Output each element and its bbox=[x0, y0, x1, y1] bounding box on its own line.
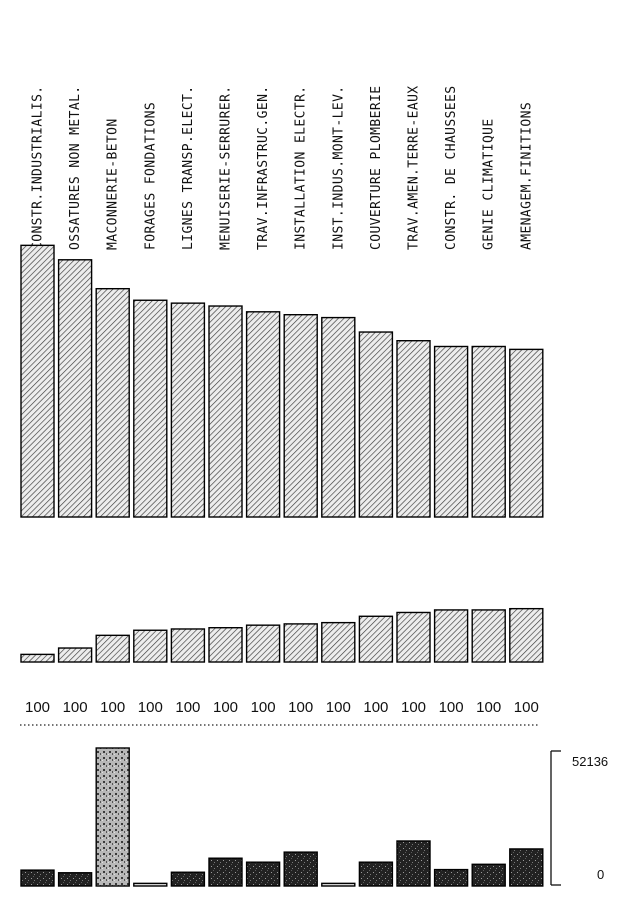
bar bbox=[321, 882, 356, 887]
total-value: 100 bbox=[251, 699, 276, 716]
category-label: MENUISERIE-SERRURER. bbox=[219, 85, 234, 250]
scale-bracket: 52136 0 bbox=[550, 750, 608, 886]
category-label: COUVERTURE PLOMBERIE bbox=[369, 85, 384, 250]
bar bbox=[433, 609, 469, 663]
bar bbox=[396, 840, 431, 887]
bar bbox=[20, 869, 55, 887]
bar bbox=[133, 629, 168, 663]
bar bbox=[245, 624, 281, 663]
bar bbox=[245, 861, 281, 887]
total-value: 100 bbox=[363, 699, 388, 716]
total-value: 100 bbox=[100, 699, 125, 716]
middle-panel-bars bbox=[20, 607, 544, 663]
total-value: 100 bbox=[138, 699, 163, 716]
bar bbox=[396, 340, 431, 518]
bar bbox=[170, 628, 206, 663]
bar bbox=[358, 615, 394, 663]
category-label: LIGNES TRANSP.ELECT. bbox=[181, 85, 196, 250]
total-value: 100 bbox=[213, 699, 238, 716]
bar bbox=[471, 863, 506, 887]
total-value: 100 bbox=[25, 699, 50, 716]
bar bbox=[245, 311, 281, 518]
bar bbox=[95, 287, 130, 518]
total-value: 100 bbox=[175, 699, 200, 716]
bar bbox=[358, 861, 394, 887]
category-label: MACONNERIE-BETON bbox=[106, 118, 121, 250]
bar bbox=[471, 609, 506, 663]
bar bbox=[321, 316, 356, 518]
bar bbox=[509, 848, 544, 887]
total-value: 100 bbox=[401, 699, 426, 716]
bar bbox=[283, 314, 318, 518]
bar bbox=[208, 627, 243, 663]
total-row: 100 100 100 100 100 100 100 100 100 100 100 100 100 1… bbox=[25, 699, 539, 716]
category-label: OSSATURES NON METAL. bbox=[68, 85, 83, 250]
bar bbox=[208, 305, 243, 518]
category-label: TRAV.AMEN.TERRE-EAUX bbox=[407, 85, 422, 250]
bar bbox=[283, 623, 318, 663]
bar bbox=[471, 345, 506, 518]
bar bbox=[57, 647, 93, 663]
category-label: FORAGES FONDATIONS bbox=[143, 102, 158, 250]
bar bbox=[509, 607, 544, 663]
total-value: 100 bbox=[288, 699, 313, 716]
bar bbox=[20, 244, 55, 518]
category-label: TRAV.INFRASTRUC.GEN. bbox=[256, 85, 271, 250]
category-label: INST.INDUS.MONT-LEV. bbox=[331, 85, 346, 250]
bottom-panel-bars bbox=[20, 747, 544, 887]
total-value: 100 bbox=[514, 699, 539, 716]
bar bbox=[95, 747, 130, 887]
bar bbox=[133, 299, 168, 518]
scale-max-label: 52136 bbox=[572, 754, 608, 769]
total-value: 100 bbox=[476, 699, 501, 716]
bar bbox=[509, 348, 544, 518]
category-labels: CONSTR.INDUSTRIALIS. OSSATURES NON METAL.… bbox=[31, 85, 535, 250]
category-label: GENIE CLIMATIQUE bbox=[482, 118, 497, 250]
bar bbox=[208, 857, 243, 887]
bar bbox=[433, 868, 469, 887]
category-label: CONSTR. DE CHAUSSEES bbox=[444, 85, 459, 250]
total-value: 100 bbox=[439, 699, 464, 716]
bar bbox=[433, 345, 469, 518]
bar bbox=[396, 611, 431, 663]
bar bbox=[57, 259, 93, 518]
top-panel-bars bbox=[20, 244, 544, 518]
category-label: CONSTR.INDUSTRIALIS. bbox=[31, 85, 46, 250]
bar bbox=[95, 634, 130, 663]
bar bbox=[57, 872, 93, 887]
bar bbox=[133, 882, 168, 887]
category-label: INSTALLATION ELECTR. bbox=[294, 85, 309, 250]
scale-min-label: 0 bbox=[597, 867, 604, 882]
bar bbox=[283, 851, 318, 887]
total-value: 100 bbox=[63, 699, 88, 716]
bar bbox=[358, 331, 394, 518]
bar bbox=[170, 302, 206, 518]
bar bbox=[170, 871, 206, 887]
category-label: AMENAGEM.FINITIONS bbox=[519, 102, 534, 250]
bar bbox=[20, 653, 55, 663]
total-value: 100 bbox=[326, 699, 351, 716]
bar bbox=[321, 621, 356, 663]
